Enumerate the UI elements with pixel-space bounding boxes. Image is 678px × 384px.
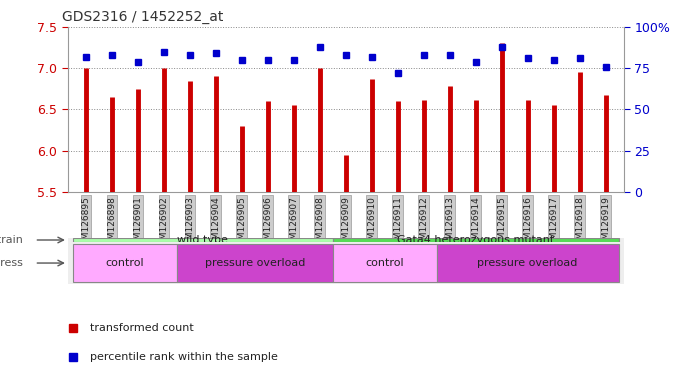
- Text: GSM126898: GSM126898: [108, 196, 117, 251]
- Text: transformed count: transformed count: [90, 323, 194, 333]
- Text: wild type: wild type: [178, 235, 228, 245]
- Text: control: control: [365, 258, 404, 268]
- Text: stress: stress: [0, 258, 23, 268]
- Text: GSM126913: GSM126913: [445, 196, 454, 251]
- Text: GSM126905: GSM126905: [237, 196, 246, 251]
- Bar: [177, 244, 333, 282]
- Text: GSM126906: GSM126906: [263, 196, 273, 251]
- Text: GSM126912: GSM126912: [419, 196, 428, 251]
- Bar: [73, 244, 177, 282]
- Text: GSM126902: GSM126902: [159, 196, 168, 251]
- Text: pressure overload: pressure overload: [477, 258, 578, 268]
- Text: strain: strain: [0, 235, 23, 245]
- Text: GSM126919: GSM126919: [601, 196, 610, 251]
- Text: Gata4 heterozygous mutant: Gata4 heterozygous mutant: [397, 235, 555, 245]
- Text: GSM126908: GSM126908: [315, 196, 324, 251]
- Bar: [73, 238, 333, 242]
- Text: GSM126903: GSM126903: [185, 196, 195, 251]
- Text: GSM126901: GSM126901: [134, 196, 142, 251]
- Text: GSM126911: GSM126911: [393, 196, 402, 251]
- Text: GSM126917: GSM126917: [549, 196, 558, 251]
- Text: GSM126915: GSM126915: [497, 196, 506, 251]
- Bar: [333, 238, 618, 242]
- Text: GSM126918: GSM126918: [575, 196, 584, 251]
- Text: pressure overload: pressure overload: [205, 258, 305, 268]
- Text: percentile rank within the sample: percentile rank within the sample: [90, 353, 278, 362]
- Bar: [437, 244, 618, 282]
- Text: GSM126914: GSM126914: [471, 196, 480, 251]
- Text: GSM126895: GSM126895: [81, 196, 90, 251]
- Text: GDS2316 / 1452252_at: GDS2316 / 1452252_at: [62, 10, 224, 25]
- Text: GSM126916: GSM126916: [523, 196, 532, 251]
- Bar: [333, 244, 437, 282]
- Text: GSM126907: GSM126907: [290, 196, 298, 251]
- Text: GSM126910: GSM126910: [367, 196, 376, 251]
- Text: GSM126904: GSM126904: [212, 196, 220, 251]
- Text: GSM126909: GSM126909: [341, 196, 351, 251]
- Text: control: control: [106, 258, 144, 268]
